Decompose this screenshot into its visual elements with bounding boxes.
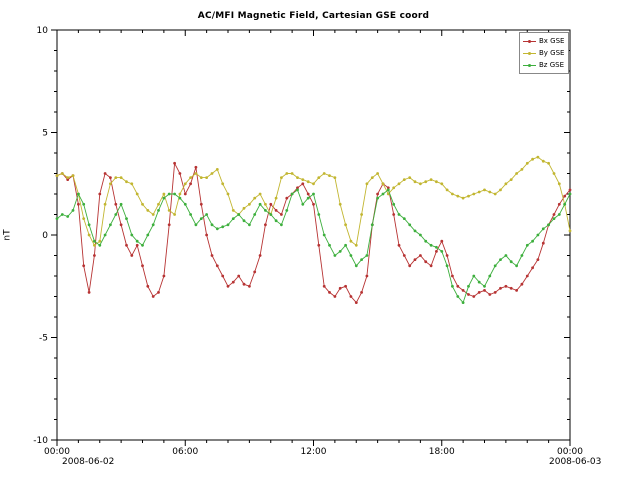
svg-text:-5: -5 [39, 334, 48, 344]
svg-text:12:00: 12:00 [301, 447, 327, 457]
legend-row-bz: Bz GSE [523, 59, 564, 71]
bz-series-marker-icon [523, 62, 536, 69]
svg-text:-10: -10 [33, 436, 48, 446]
x-axis-end-date: 2008-06-03 [549, 457, 602, 467]
svg-text:10: 10 [37, 26, 49, 36]
legend-label-bx: Bx GSE [539, 37, 565, 45]
x-axis-start-date: 2008-06-02 [62, 457, 115, 467]
legend-label-by: By GSE [539, 49, 565, 57]
legend-row-bx: Bx GSE [523, 35, 564, 47]
legend: Bx GSE By GSE Bz GSE [519, 32, 570, 74]
svg-text:18:00: 18:00 [429, 447, 455, 457]
svg-text:06:00: 06:00 [172, 447, 198, 457]
chart-title: AC/MFI Magnetic Field, Cartesian GSE coo… [197, 11, 430, 21]
svg-text:00:00: 00:00 [557, 447, 583, 457]
bx-series-marker-icon [523, 38, 536, 45]
by-series-marker-icon [523, 50, 536, 57]
legend-label-bz: Bz GSE [539, 61, 564, 69]
svg-text:5: 5 [42, 129, 48, 139]
legend-row-by: By GSE [523, 47, 564, 59]
svg-text:00:00: 00:00 [44, 447, 70, 457]
svg-text:0: 0 [42, 231, 48, 241]
